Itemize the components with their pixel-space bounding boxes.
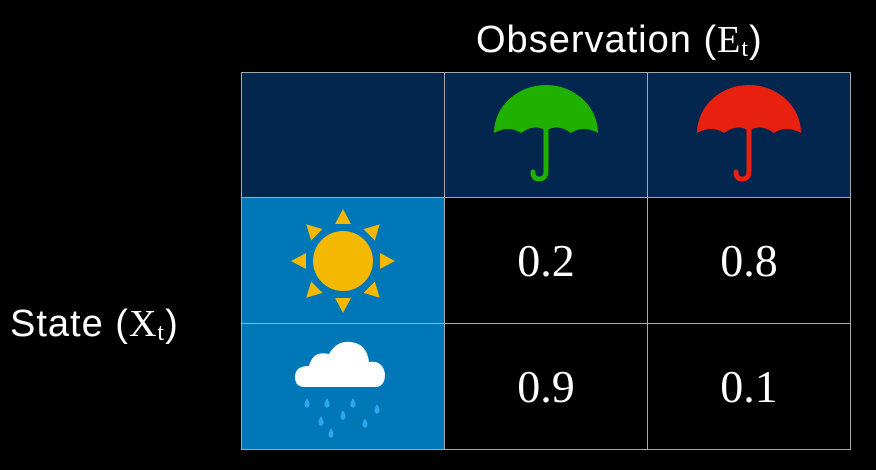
umbrella-icon	[494, 85, 598, 182]
state-sub: t	[157, 320, 166, 346]
state-var: X	[128, 303, 158, 345]
table-row-rain: 0.9 0.1	[241, 323, 851, 450]
value-cell: 0.9	[444, 323, 648, 450]
rain-cloud-icon	[295, 341, 385, 438]
state-text: State (	[10, 303, 129, 345]
title-var: E	[717, 19, 742, 61]
state-rain-cell	[241, 323, 445, 450]
value-cell: 0.2	[444, 197, 648, 324]
umbrella-icon	[697, 85, 801, 182]
title-text: Observation (	[476, 19, 718, 61]
value-cell: 0.1	[647, 323, 851, 450]
state-close: )	[165, 303, 179, 345]
title-close: )	[748, 19, 763, 61]
state-sun-cell	[241, 197, 445, 324]
observation-title: Observation (Et)	[476, 18, 763, 63]
header-red-umbrella	[647, 72, 851, 198]
header-row	[241, 72, 851, 198]
title-sub: t	[741, 36, 749, 62]
header-green-umbrella	[444, 72, 648, 198]
state-label: State (Xt)	[10, 302, 179, 347]
emission-table: 0.2 0.8 0.9 0.1	[241, 72, 851, 450]
value-cell: 0.8	[647, 197, 851, 324]
corner-cell	[241, 72, 445, 198]
sun-icon	[291, 208, 395, 313]
table-row-sun: 0.2 0.8	[241, 197, 851, 324]
